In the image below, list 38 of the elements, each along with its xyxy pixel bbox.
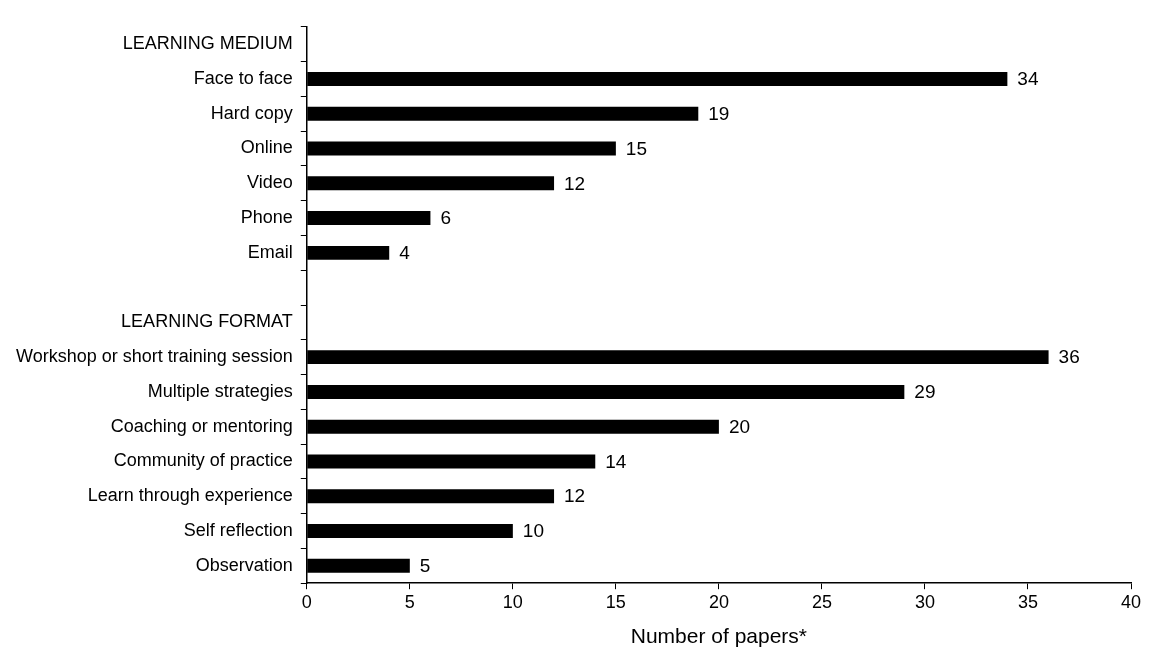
y-tick-label: Phone xyxy=(240,207,293,228)
x-tick-label: 20 xyxy=(708,591,729,612)
y-tick-label: Online xyxy=(240,137,293,158)
y-tick-label: LEARNING MEDIUM xyxy=(122,33,293,54)
y-tick-label: Community of practice xyxy=(113,450,293,471)
y-tick-label: Observation xyxy=(195,554,293,575)
x-axis-title: Number of papers* xyxy=(630,624,808,648)
y-tick-label: Email xyxy=(247,241,293,262)
data-label: 36 xyxy=(1058,346,1080,368)
data-label: 5 xyxy=(419,555,431,577)
data-label: 4 xyxy=(399,242,411,264)
data-label: 10 xyxy=(522,520,544,542)
y-tick-label: Video xyxy=(247,172,293,193)
x-tick-label: 5 xyxy=(404,591,415,612)
data-label: 19 xyxy=(708,102,730,124)
x-tick-label: 10 xyxy=(502,591,523,612)
y-tick-label: Self reflection xyxy=(183,520,293,541)
data-label: 29 xyxy=(914,381,936,403)
y-tick-label: Face to face xyxy=(193,67,293,88)
x-tick-label: 35 xyxy=(1017,591,1038,612)
x-tick-label: 25 xyxy=(811,591,832,612)
data-label: 12 xyxy=(564,172,586,194)
data-label: 12 xyxy=(564,485,586,507)
x-tick-label: 40 xyxy=(1120,591,1142,612)
data-label: 34 xyxy=(1017,68,1039,90)
y-tick-label: LEARNING FORMAT xyxy=(121,311,293,332)
x-tick-label: 0 xyxy=(301,591,312,612)
x-tick-label: 15 xyxy=(605,591,626,612)
data-label: 6 xyxy=(440,207,451,229)
y-tick-label: Workshop or short training session xyxy=(16,346,293,367)
data-label: 20 xyxy=(728,415,751,437)
y-tick-label: Hard copy xyxy=(210,102,293,123)
y-tick-label: Coaching or mentoring xyxy=(110,415,293,436)
y-tick-label: Multiple strategies xyxy=(147,380,293,401)
data-label: 14 xyxy=(605,450,627,472)
y-tick-label: Learn through experience xyxy=(87,485,293,506)
x-tick-label: 30 xyxy=(914,591,935,612)
data-label: 15 xyxy=(625,137,648,159)
